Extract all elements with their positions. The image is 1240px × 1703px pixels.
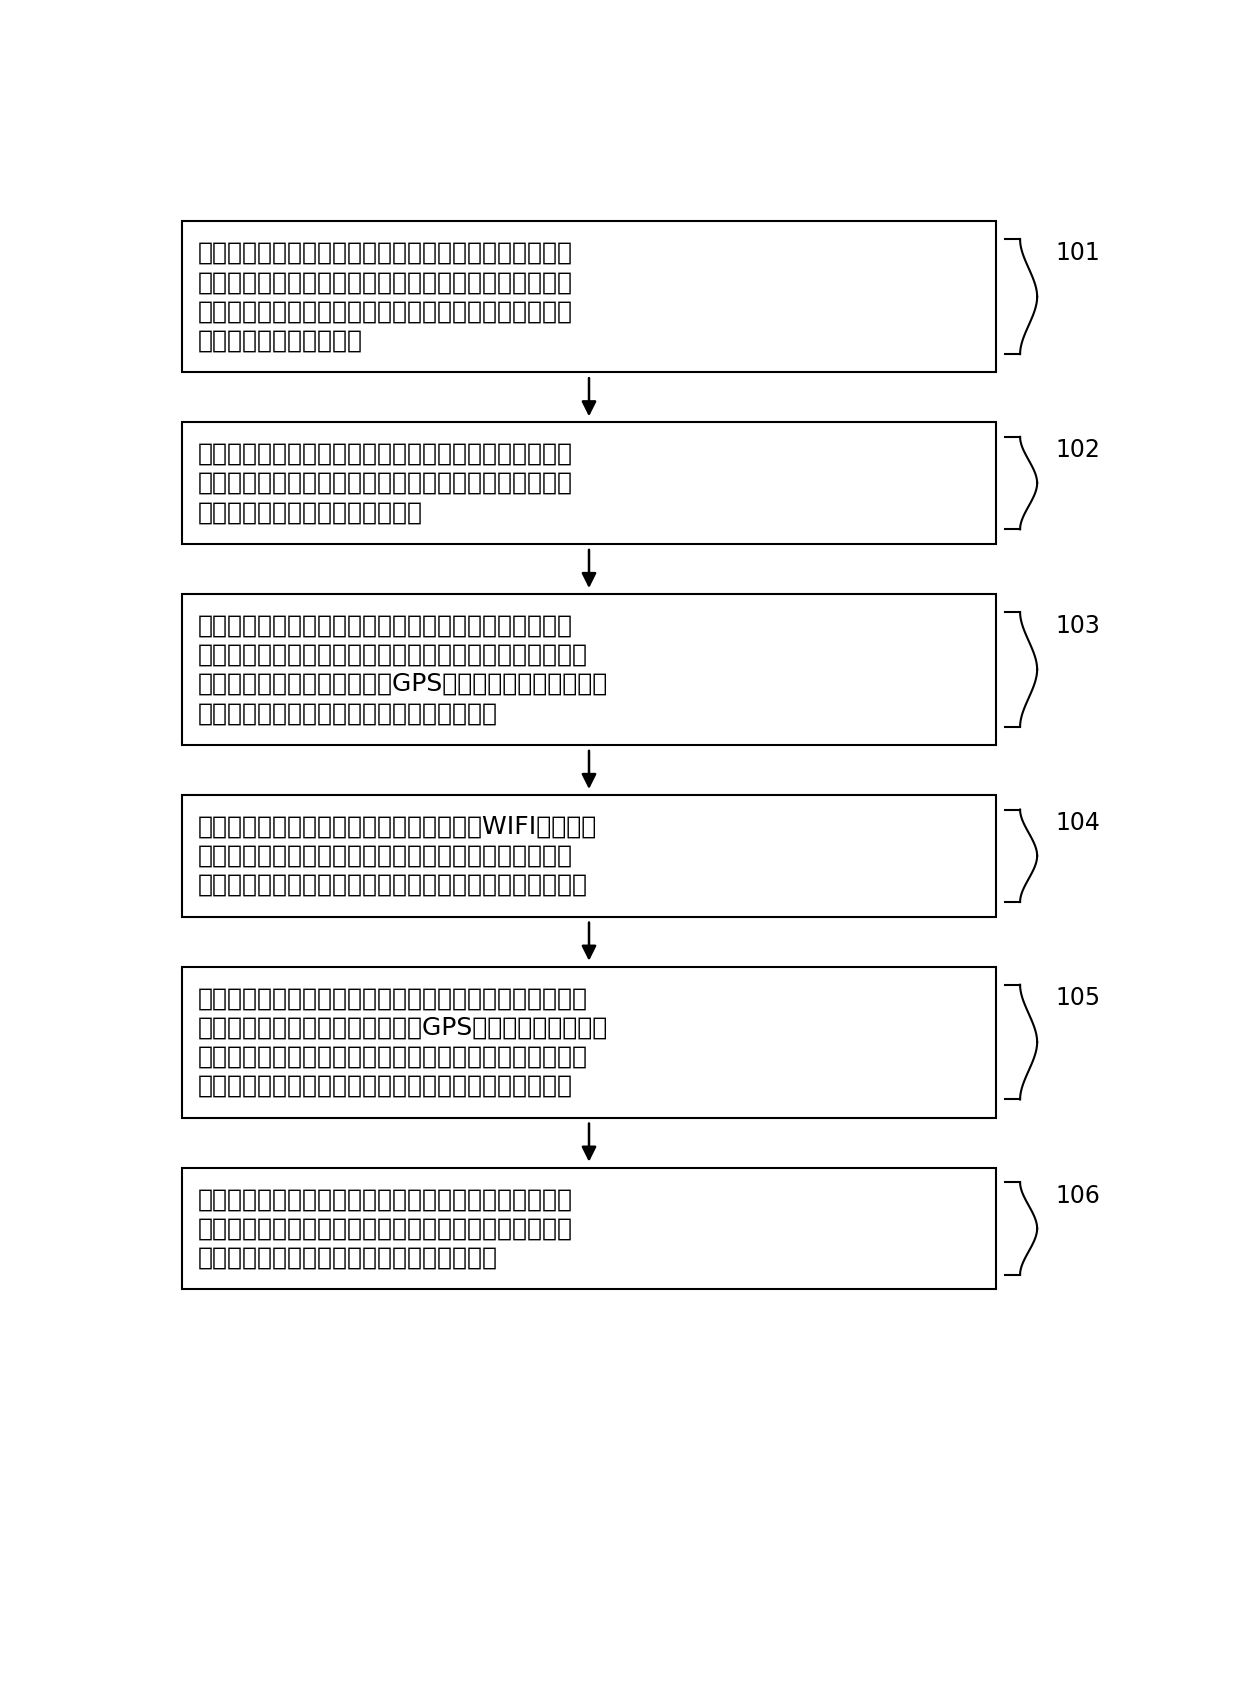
Text: 104: 104 xyxy=(1055,811,1100,834)
Text: 的输电线路巡检管理模块，在输电线路巡检管理模块上定: 的输电线路巡检管理模块，在输电线路巡检管理模块上定 xyxy=(197,271,573,295)
Bar xyxy=(182,221,996,373)
Bar xyxy=(182,1168,996,1289)
Text: 智能机识别码对应关系。: 智能机识别码对应关系。 xyxy=(197,329,362,353)
Text: 巡检人员回到巡检站后，通过无线路由器的WIFI信号将该: 巡检人员回到巡检站后，通过无线路由器的WIFI信号将该 xyxy=(197,814,596,838)
Text: 义巡检点名称与电子标签编码对应关系，巡检人员与安卓: 义巡检点名称与电子标签编码对应关系，巡检人员与安卓 xyxy=(197,300,573,324)
Text: 该巡检点巡检范围内的各种缺陷和故障信息。: 该巡检点巡检范围内的各种缺陷和故障信息。 xyxy=(197,702,497,725)
Bar xyxy=(182,967,996,1117)
Text: 101: 101 xyxy=(1055,240,1100,266)
Text: 105: 105 xyxy=(1055,986,1101,1010)
Text: 所有巡检信息通过局域网上传到输电线路在线监控模块。: 所有巡检信息通过局域网上传到输电线路在线监控模块。 xyxy=(197,1075,573,1098)
Text: 和巡检任务内容发送到该巡检站的输电线路巡检管理模块。: 和巡检任务内容发送到该巡检站的输电线路巡检管理模块。 xyxy=(197,874,588,897)
Text: 信号，接收到所在输电线路的巡检点上的电子标签射频信: 信号，接收到所在输电线路的巡检点上的电子标签射频信 xyxy=(197,472,573,496)
Text: 间，显示出该巡检点的巡检任务，巡检人员按照巡检任务，: 间，显示出该巡检点的巡检任务，巡检人员按照巡检任务， xyxy=(197,642,588,668)
Text: 号，自动读取该电子标签的编码。: 号，自动读取该电子标签的编码。 xyxy=(197,501,423,525)
Text: 储到巡检数据库，通过电子地图的GPS线路巡检平台显示出: 储到巡检数据库，通过电子地图的GPS线路巡检平台显示出 xyxy=(197,1015,608,1039)
Text: 进行数据采集、拍照、录像和GPS定位识别，同时语音输入: 进行数据采集、拍照、录像和GPS定位识别，同时语音输入 xyxy=(197,673,608,697)
Text: 模块的上传信息，实时显示巡检人员的巡检信息，实时在: 模块的上传信息，实时显示巡检人员的巡检信息，实时在 xyxy=(197,1216,573,1240)
Text: 每个巡检人员的巡检线路地图，实现在线监控功能；同时把: 每个巡检人员的巡检线路地图，实现在线监控功能；同时把 xyxy=(197,1044,588,1069)
Text: 102: 102 xyxy=(1055,438,1100,463)
Text: 103: 103 xyxy=(1055,613,1100,637)
Bar xyxy=(182,422,996,543)
Text: 安卓智能机的成功获取电子标签编码后，自动保存读取时: 安卓智能机的成功获取电子标签编码后，自动保存读取时 xyxy=(197,613,573,637)
Bar xyxy=(182,594,996,744)
Bar xyxy=(182,795,996,916)
Text: 输电线路在线监控模块通过局域网接收输电线路巡检管理: 输电线路在线监控模块通过局域网接收输电线路巡检管理 xyxy=(197,1187,573,1211)
Text: 输电线路在线监控模块制定巡检任务，下发到各个巡检站: 输电线路在线监控模块制定巡检任务，下发到各个巡检站 xyxy=(197,240,573,266)
Text: 106: 106 xyxy=(1055,1184,1100,1207)
Text: 安卓智能机的识别码、每个巡检点的巡检时间、巡检位置: 安卓智能机的识别码、每个巡检点的巡检时间、巡检位置 xyxy=(197,843,573,869)
Text: 线监控输电线路巡检到位率、漏检率等信息。: 线监控输电线路巡检到位率、漏检率等信息。 xyxy=(197,1245,497,1270)
Text: 巡检人员携带安卓智能机，安卓智能机实时搜索电子标签: 巡检人员携带安卓智能机，安卓智能机实时搜索电子标签 xyxy=(197,441,573,467)
Text: 输电线路巡检管理模块接收到每个巡检人员的巡检信息，存: 输电线路巡检管理模块接收到每个巡检人员的巡检信息，存 xyxy=(197,986,588,1010)
